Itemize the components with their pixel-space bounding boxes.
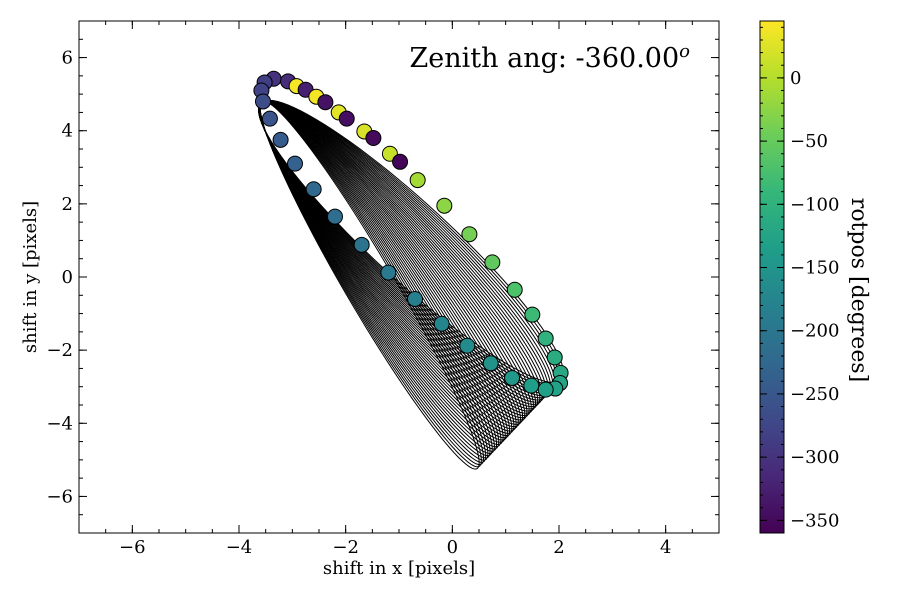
scatter-point — [255, 93, 271, 110]
plot-area: −6 −4 −2 0 2 4 −6 −4 −2 0 2 4 6 Zenith ang: -360.00… — [20, 20, 720, 579]
colorbar-tick-label: 0 — [790, 68, 801, 89]
colorbar-tick-label: −200 — [790, 321, 839, 342]
colorbar-ticks: 0 −50 −100 −150 −200 −250 −300 −350 — [760, 26, 839, 531]
y-tick-label: 0 — [62, 267, 73, 288]
y-tick-label: −6 — [46, 486, 73, 507]
colorbar-gradient — [760, 21, 784, 533]
scatter-point — [409, 172, 426, 189]
scatter-point — [459, 337, 476, 354]
scatter-point — [506, 281, 523, 298]
y-tick-label: −2 — [46, 340, 73, 361]
colorbar-label: rotpos [degrees] — [846, 198, 871, 382]
scatter-point — [537, 381, 554, 398]
curve-line — [258, 100, 547, 401]
y-tick-label: 4 — [62, 121, 73, 142]
x-tick-label: −4 — [226, 537, 253, 558]
scatter-point — [317, 94, 334, 111]
scatter-point — [524, 306, 541, 323]
curve-line — [259, 100, 480, 470]
scatter-point — [537, 330, 554, 347]
x-tick-label: 2 — [553, 537, 564, 558]
chart-title-superscript: o — [679, 41, 690, 62]
scatter-point — [546, 349, 563, 366]
x-axis-ticks: −6 −4 −2 0 2 4 — [78, 21, 720, 558]
scatter-point — [261, 110, 278, 127]
scatter-point — [433, 315, 450, 332]
scatter-point — [461, 226, 478, 243]
chart-title: Zenith ang: -360.00o — [410, 41, 691, 75]
y-axis-label: shift in y [pixels] — [20, 201, 41, 353]
y-tick-label: −4 — [46, 413, 73, 434]
scatter-points — [253, 70, 569, 398]
scatter-point — [327, 208, 343, 225]
x-tick-label: −2 — [332, 537, 359, 558]
scatter-point — [504, 369, 521, 386]
scatter-point — [523, 377, 540, 394]
x-tick-label: 0 — [447, 537, 458, 558]
scatter-point — [338, 110, 355, 127]
y-tick-label: 6 — [62, 48, 73, 69]
y-axis-ticks: −6 −4 −2 0 2 4 6 — [46, 20, 719, 534]
scatter-point — [392, 153, 409, 170]
colorbar-frame — [759, 20, 785, 534]
scatter-point — [365, 130, 382, 147]
x-tick-label: 4 — [660, 537, 671, 558]
y-tick-label: 2 — [62, 194, 73, 215]
scatter-point — [380, 264, 397, 281]
colorbar-tick-label: −50 — [790, 131, 828, 152]
scatter-point — [436, 197, 453, 214]
scatter-point — [482, 355, 499, 372]
colorbar: 0 −50 −100 −150 −200 −250 −300 −350 rotpos [deg… — [759, 20, 871, 534]
colorbar-tick-label: −100 — [790, 194, 839, 215]
scatter-point — [484, 254, 501, 271]
colorbar-tick-label: −350 — [790, 510, 839, 531]
x-axis-label: shift in x [pixels] — [323, 558, 475, 579]
colorbar-tick-label: −250 — [790, 384, 839, 405]
curve-line — [258, 99, 562, 386]
plot-frame — [78, 20, 720, 534]
scatter-point — [305, 181, 322, 198]
scatter-point — [407, 290, 423, 307]
scatter-point — [287, 155, 303, 172]
scatter-point — [353, 236, 370, 253]
curve-line — [258, 99, 564, 383]
curve-family — [258, 99, 564, 470]
colorbar-tick-label: −300 — [790, 447, 839, 468]
colorbar-tick-label: −150 — [790, 258, 839, 279]
x-tick-label: −6 — [119, 537, 146, 558]
scatter-point — [272, 131, 289, 148]
